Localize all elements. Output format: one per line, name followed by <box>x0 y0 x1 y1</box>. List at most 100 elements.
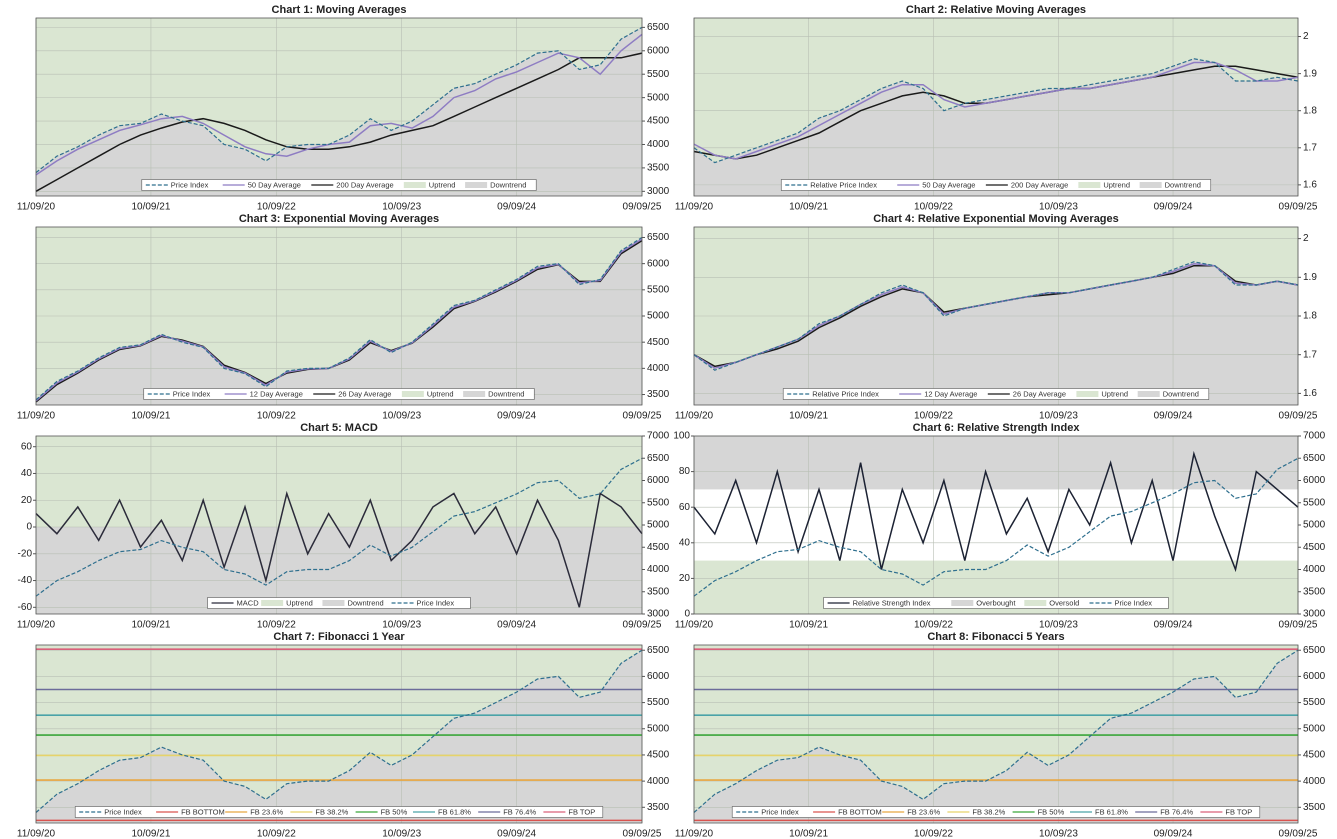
legend-label: Relative Strength Index <box>853 598 931 607</box>
y-tick-label: 5000 <box>647 723 670 734</box>
x-tick-label: 10/09/21 <box>131 202 170 213</box>
y-tick-label: 5000 <box>647 92 670 103</box>
y-tick-label: 6000 <box>647 258 670 269</box>
series-line <box>35 236 643 401</box>
legend-label: FB TOP <box>1225 807 1252 816</box>
y2-tick-label: 5500 <box>1303 497 1326 508</box>
y-tick-label: 100 <box>673 431 690 442</box>
x-tick-label: 10/09/21 <box>131 829 170 839</box>
legend-label: FB 23.6% <box>250 807 283 816</box>
legend-label: Oversold <box>1049 598 1079 607</box>
legend-label: FB 76.4% <box>1160 807 1193 816</box>
x-tick-label: 10/09/23 <box>1039 411 1078 422</box>
x-tick-label: 09/09/25 <box>623 829 662 839</box>
x-tick-label: 09/09/25 <box>623 411 662 422</box>
series-line <box>693 457 1299 597</box>
series-line <box>35 52 643 192</box>
plot-frame <box>693 17 1299 197</box>
x-tick-label: 10/09/22 <box>257 829 296 839</box>
legend-swatch <box>1139 182 1162 188</box>
chart-title: Chart 2: Relative Moving Averages <box>906 4 1086 16</box>
x-tick-label: 10/09/21 <box>789 620 828 631</box>
legend-label: 50 Day Average <box>922 180 975 189</box>
legend-swatch <box>403 182 426 188</box>
x-tick-label: 10/09/23 <box>1039 829 1078 839</box>
y-tick-label: -60 <box>18 602 33 613</box>
legend-label: FB 76.4% <box>503 807 536 816</box>
legend-box <box>823 597 1169 609</box>
legend-label: FB BOTTOM <box>181 807 225 816</box>
y2-tick-label: 5000 <box>647 520 670 531</box>
x-tick-label: 10/09/21 <box>789 411 828 422</box>
y-tick-label: 40 <box>679 537 691 548</box>
x-tick-label: 09/09/25 <box>1279 202 1318 213</box>
legend-label: Price Index <box>761 807 799 816</box>
downtrend-area <box>694 58 1298 196</box>
y2-tick-label: 7000 <box>1303 431 1326 442</box>
y-tick-label: 5000 <box>1303 723 1326 734</box>
y-tick-label: 3000 <box>647 186 670 197</box>
y-tick-label: 1.6 <box>1303 180 1317 191</box>
legend-label: FB 38.2% <box>972 807 1005 816</box>
legend-label: Price Index <box>1115 598 1153 607</box>
x-tick-label: 09/09/25 <box>623 620 662 631</box>
y-tick-label: 3500 <box>647 163 670 174</box>
y-tick-label: 0 <box>26 522 32 533</box>
x-tick-label: 10/09/23 <box>1039 620 1078 631</box>
y-tick-label: 6500 <box>647 645 670 656</box>
y-tick-label: 4000 <box>647 776 670 787</box>
y-tick-label: 4000 <box>647 139 670 150</box>
y2-tick-label: 3000 <box>647 609 670 620</box>
legend-label: Downtrend <box>490 180 526 189</box>
legend-label: Price Index <box>173 389 211 398</box>
plot-frame <box>35 17 643 197</box>
chart-title: Chart 3: Exponential Moving Averages <box>239 213 439 225</box>
legend-label: Downtrend <box>488 389 524 398</box>
legend-label: FB 50% <box>381 807 408 816</box>
x-tick-label: 11/09/20 <box>675 411 714 422</box>
x-tick-label: 09/09/25 <box>1279 620 1318 631</box>
series-line <box>35 490 643 608</box>
y-tick-label: 4000 <box>1303 776 1326 787</box>
legend-swatch <box>465 182 488 188</box>
legend-label: Relative Price Index <box>812 389 879 398</box>
y-tick-label: 5000 <box>647 311 670 322</box>
x-tick-label: 10/09/21 <box>789 202 828 213</box>
y-tick-label: 80 <box>679 466 691 477</box>
y-tick-label: 6500 <box>647 22 670 33</box>
y-tick-label: 1.9 <box>1303 272 1317 283</box>
x-tick-label: 10/09/23 <box>382 411 421 422</box>
x-tick-label: 10/09/21 <box>131 620 170 631</box>
x-tick-label: 10/09/23 <box>1039 202 1078 213</box>
legend-swatch <box>951 600 974 606</box>
legend-label: Overbought <box>976 598 1016 607</box>
shading-band <box>36 436 642 528</box>
legend-label: MACD <box>237 598 260 607</box>
legend-label: FB 50% <box>1038 807 1065 816</box>
x-tick-label: 09/09/24 <box>497 202 536 213</box>
y-tick-label: 40 <box>21 468 33 479</box>
legend-swatch <box>261 600 284 606</box>
legend-label: Relative Price Index <box>810 180 877 189</box>
legend-swatch <box>1076 391 1099 397</box>
series-line <box>693 649 1299 813</box>
y-tick-label: 6000 <box>647 45 670 56</box>
chart-title: Chart 5: MACD <box>300 422 378 434</box>
legend-box <box>141 179 537 191</box>
legend-label: 26 Day Average <box>338 389 391 398</box>
y-tick-label: 5500 <box>647 69 670 80</box>
x-tick-label: 10/09/22 <box>257 620 296 631</box>
legend-label: Uptrend <box>429 180 456 189</box>
legend-box <box>731 806 1261 818</box>
legend-label: Uptrend <box>286 598 313 607</box>
x-tick-label: 10/09/22 <box>257 202 296 213</box>
x-tick-label: 09/09/25 <box>623 202 662 213</box>
x-tick-label: 10/09/22 <box>914 411 953 422</box>
x-tick-label: 10/09/22 <box>914 202 953 213</box>
y-tick-label: 4000 <box>647 363 670 374</box>
y-tick-label: 4500 <box>647 116 670 127</box>
series-line <box>693 61 1299 160</box>
y2-tick-label: 3000 <box>1303 609 1326 620</box>
y-tick-label: 5500 <box>647 284 670 295</box>
